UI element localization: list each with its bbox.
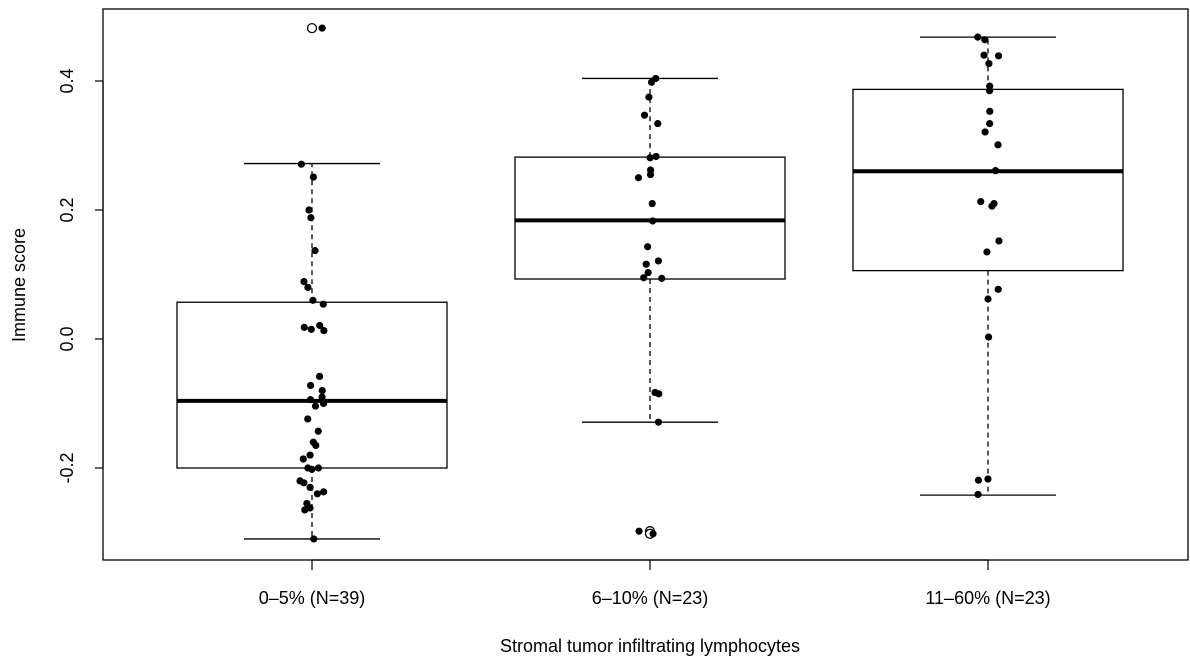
data-point — [634, 174, 643, 182]
data-point — [311, 402, 320, 410]
y-tick-label: 0.4 — [57, 68, 77, 93]
data-point — [994, 285, 1002, 293]
data-point — [319, 399, 328, 408]
data-point — [311, 247, 319, 255]
x-tick-label: 6–10% (N=23) — [592, 588, 709, 608]
data-point — [320, 488, 328, 496]
data-point — [300, 479, 308, 487]
data-point — [655, 390, 663, 398]
x-axis: 0–5% (N=39) 6–10% (N=23) 11–60% (N=23) — [259, 559, 1051, 608]
data-point — [984, 475, 992, 483]
data-point — [304, 283, 312, 291]
data-point — [984, 333, 993, 341]
x-tick-label: 11–60% (N=23) — [925, 588, 1050, 608]
data-point — [649, 217, 657, 225]
x-axis-label: Stromal tumor infiltrating lymphocytes — [500, 636, 800, 656]
outlier-marker — [306, 22, 318, 34]
data-point — [646, 154, 654, 162]
data-point — [304, 415, 312, 423]
data-point — [299, 455, 307, 463]
data-point — [983, 248, 991, 256]
y-tick-label: 0.0 — [57, 326, 77, 351]
data-point — [316, 321, 324, 330]
data-point — [991, 167, 1000, 175]
data-point — [310, 535, 318, 543]
box-group — [852, 36, 1124, 496]
data-point — [647, 78, 656, 86]
points — [296, 24, 1003, 543]
data-point — [640, 111, 649, 119]
data-point — [986, 119, 994, 128]
data-point — [985, 87, 994, 95]
data-point — [300, 277, 308, 286]
data-point — [986, 107, 994, 115]
data-point — [994, 52, 1003, 60]
data-point — [974, 33, 982, 41]
data-point — [305, 206, 313, 214]
data-point — [314, 427, 322, 435]
data-point — [314, 464, 323, 472]
data-point — [654, 257, 662, 265]
data-point — [315, 372, 324, 381]
data-point — [646, 170, 655, 179]
boxes — [176, 22, 1124, 540]
data-point — [974, 490, 982, 499]
data-point — [648, 199, 656, 208]
data-point — [307, 214, 315, 222]
data-point — [306, 483, 314, 491]
data-point — [654, 119, 662, 128]
data-point — [980, 51, 988, 59]
data-point — [318, 387, 326, 395]
data-point — [642, 260, 650, 268]
data-point — [320, 327, 328, 335]
box-iqr — [852, 88, 1124, 272]
data-point — [319, 300, 327, 308]
data-point — [652, 152, 660, 161]
data-point — [988, 202, 996, 210]
data-point — [654, 418, 663, 426]
data-point — [318, 393, 326, 401]
data-point — [645, 93, 653, 101]
data-point — [306, 396, 315, 404]
y-axis-label: Immune score — [9, 228, 29, 342]
data-point — [981, 36, 989, 44]
data-point — [307, 381, 315, 390]
data-point — [649, 530, 657, 538]
data-point — [974, 476, 983, 484]
y-tick-label: 0.2 — [57, 197, 77, 222]
data-point — [306, 451, 314, 459]
data-point — [300, 323, 308, 331]
data-point — [644, 268, 652, 277]
data-point — [995, 237, 1003, 245]
data-point — [309, 173, 317, 181]
data-point — [985, 59, 993, 68]
data-point — [977, 198, 985, 206]
data-point — [307, 325, 315, 333]
data-point — [312, 441, 320, 450]
y-tick-label: -0.2 — [57, 452, 77, 483]
data-point — [640, 274, 648, 282]
data-point — [635, 527, 643, 535]
data-point — [313, 490, 321, 498]
data-point — [981, 128, 989, 136]
data-point — [301, 506, 309, 514]
data-point — [644, 243, 652, 251]
data-point — [309, 296, 317, 304]
data-point — [318, 24, 326, 32]
data-point — [994, 141, 1002, 149]
data-point — [658, 274, 666, 282]
data-point — [984, 295, 992, 303]
y-axis: -0.2 0.0 0.2 0.4 — [57, 68, 104, 484]
x-tick-label: 0–5% (N=39) — [259, 588, 366, 608]
box-group — [514, 77, 786, 539]
data-point — [297, 160, 305, 168]
box-group — [176, 22, 448, 540]
data-point — [308, 465, 316, 473]
